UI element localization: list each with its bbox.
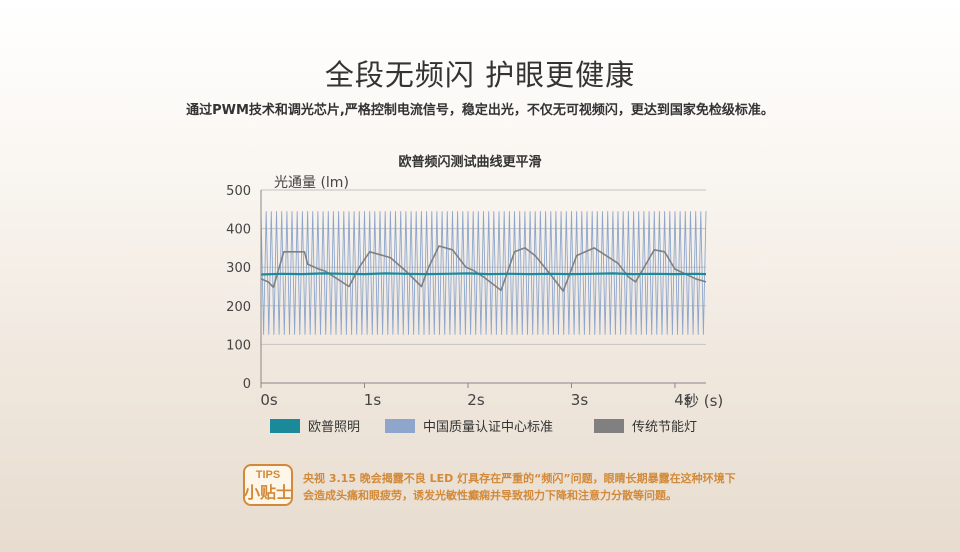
flicker-chart: 欧普频闪测试曲线更平滑 0 100 200 300 400 500 0s 1s 2s 3s 4s 光… xyxy=(226,154,723,435)
y-tick-label: 300 xyxy=(226,261,251,276)
chart-title: 欧普频闪测试曲线更平滑 xyxy=(398,154,541,170)
page-title: 全段无频闪 护眼更健康 xyxy=(324,58,636,92)
legend-label: 传统节能灯 xyxy=(632,420,697,435)
y-tick-label: 400 xyxy=(226,223,251,238)
y-tick-label: 0 xyxy=(243,377,251,392)
tips-line-1: 央视 3.15 晚会揭露不良 LED 灯具存在严重的“频闪”问题，眼睛长期暴露在… xyxy=(303,472,736,485)
tips-text: 央视 3.15 晚会揭露不良 LED 灯具存在严重的“频闪”问题，眼睛长期暴露在… xyxy=(303,470,773,504)
page-subtitle: 通过PWM技术和调光芯片,严格控制电流信号，稳定出光，不仅无可视频闪，更达到国家… xyxy=(186,103,774,118)
legend-label: 中国质量认证中心标准 xyxy=(423,420,553,435)
y-tick-label: 100 xyxy=(226,338,251,353)
x-tick-label: 2s xyxy=(467,391,485,409)
legend-swatch xyxy=(385,419,415,433)
tick-labels: 0 100 200 300 400 500 0s 1s 2s 3s 4s xyxy=(226,184,692,409)
x-tick-label: 1s xyxy=(364,391,382,409)
standard-series xyxy=(260,211,707,335)
x-tick-label: 0s xyxy=(260,391,278,409)
legend-swatch xyxy=(270,419,300,433)
x-tick-label: 4s xyxy=(674,391,692,409)
y-tick-label: 200 xyxy=(226,300,251,315)
series-line-standard xyxy=(260,211,707,335)
x-axis-label: 秒 (s) xyxy=(684,392,723,410)
tips-badge-title: 小贴士 xyxy=(244,483,292,502)
tips-line-2: 会造成头痛和眼疲劳，诱发光敏性癫痫并导致视力下降和注意力分散等问题。 xyxy=(303,489,677,502)
series-lines xyxy=(260,245,707,292)
tips-badge: TIPS 小贴士 xyxy=(243,464,293,506)
y-tick-label: 500 xyxy=(226,184,251,199)
legend: 欧普照明 中国质量认证中心标准 传统节能灯 xyxy=(270,419,697,435)
legend-label: 欧普照明 xyxy=(308,420,360,435)
legend-swatch xyxy=(594,419,624,433)
x-tick-label: 3s xyxy=(571,391,589,409)
y-axis-label: 光通量 (lm) xyxy=(274,175,349,191)
series-line-oupu xyxy=(260,272,707,276)
axes xyxy=(260,190,706,384)
series-line-traditional xyxy=(260,245,707,292)
tips-badge-label: TIPS xyxy=(256,469,280,481)
